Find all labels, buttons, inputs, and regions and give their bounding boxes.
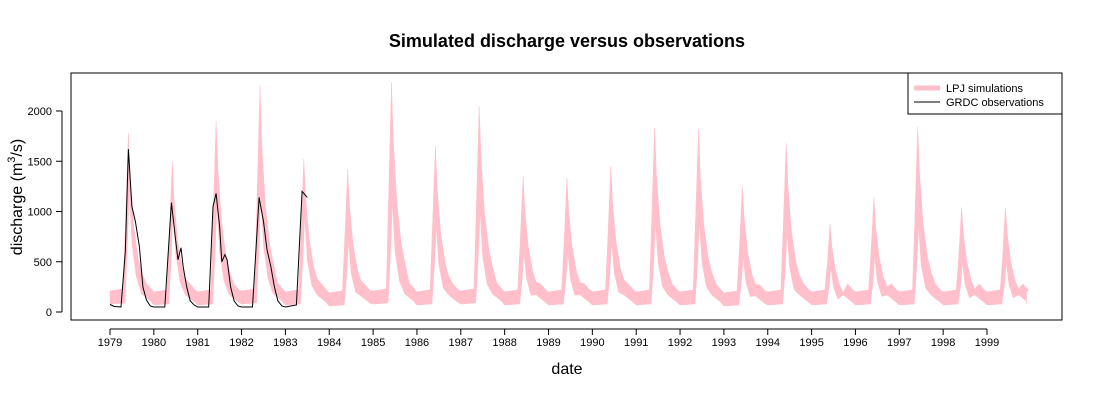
x-tick-label: 1985 <box>361 337 385 349</box>
legend-label-observations: GRDC observations <box>946 97 1044 109</box>
x-tick-label: 1996 <box>843 337 867 349</box>
y-tick-label: 2000 <box>28 106 52 118</box>
x-tick-label: 1980 <box>142 337 166 349</box>
legend-box <box>907 72 1063 115</box>
x-tick-label: 1981 <box>185 337 209 349</box>
x-tick-label: 1987 <box>449 337 473 349</box>
legend: LPJ simulations GRDC observations <box>907 72 1063 115</box>
y-axis-label-main: discharge (m <box>9 163 26 255</box>
y-tick-label: 1000 <box>28 207 52 219</box>
x-tick-label: 1979 <box>98 337 122 349</box>
x-tick-label: 1995 <box>799 337 823 349</box>
x-tick-label: 1990 <box>580 337 604 349</box>
x-tick-label: 1999 <box>975 337 999 349</box>
simulation-band-layer <box>109 82 1029 307</box>
x-tick-label: 1997 <box>887 337 911 349</box>
x-tick-label: 1994 <box>756 337 780 349</box>
x-tick-label: 1993 <box>712 337 736 349</box>
x-tick-label: 1984 <box>317 337 341 349</box>
x-axis: 1979 1980 1981 1982 1983 1984 1985 1986 1987 1988… <box>98 328 999 349</box>
x-tick-label: 1989 <box>536 337 560 349</box>
plot-frame <box>70 72 1063 321</box>
y-tick-label: 1500 <box>28 156 52 168</box>
x-tick-label: 1992 <box>668 337 692 349</box>
x-tick-label: 1998 <box>931 337 955 349</box>
simulation-band <box>109 82 1029 307</box>
observation-line-layer <box>109 149 308 308</box>
x-tick-label: 1988 <box>492 337 516 349</box>
y-tick-label: 0 <box>46 307 52 319</box>
x-tick-label: 1983 <box>273 337 297 349</box>
chart-title: Simulated discharge versus observations <box>389 31 745 51</box>
y-axis-label-end: /s) <box>9 139 26 157</box>
y-axis: 0 500 1000 1500 2000 <box>28 106 63 319</box>
observation-line <box>109 149 308 308</box>
x-tick-label: 1991 <box>624 337 648 349</box>
x-axis-label: date <box>551 361 582 378</box>
x-tick-label: 1986 <box>405 337 429 349</box>
x-tick-label: 1982 <box>229 337 253 349</box>
y-axis-label-superscript: 3 <box>6 157 18 163</box>
legend-label-simulations: LPJ simulations <box>946 83 1024 95</box>
y-axis-label: discharge (m3/s) <box>6 139 26 255</box>
y-tick-label: 500 <box>34 257 52 269</box>
